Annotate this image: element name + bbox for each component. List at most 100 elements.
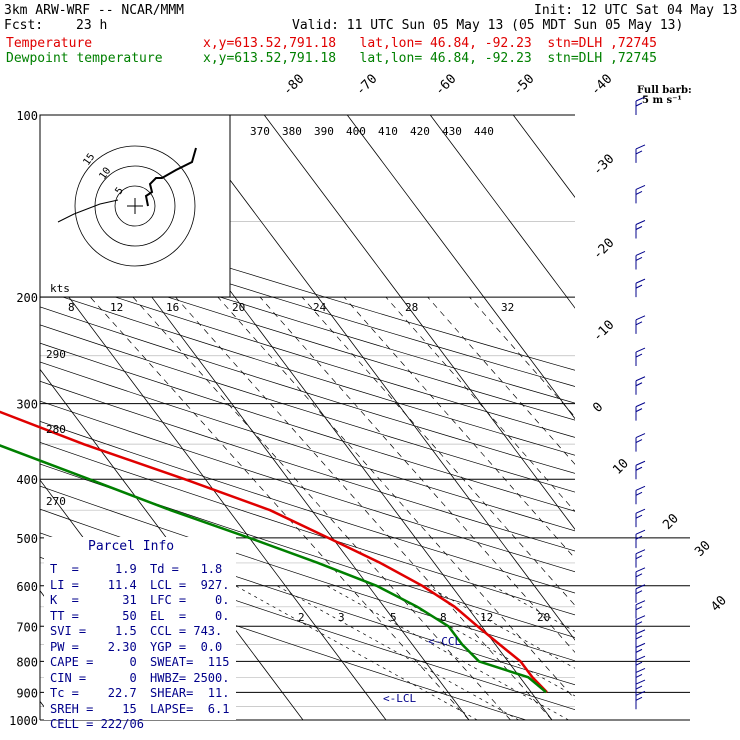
background-lines	[40, 115, 575, 720]
mixing-ratio-line	[235, 585, 478, 720]
pressure-tick-label: 1000	[9, 714, 38, 728]
dry-adiabat-line	[40, 441, 575, 616]
hodograph-ring	[114, 185, 156, 227]
parcel-info-row-right: SHEAR= 11.	[150, 686, 230, 700]
dry-adiabat-line	[40, 463, 575, 638]
dewpoint-profile	[0, 444, 548, 694]
wind-barb-flag	[635, 508, 646, 514]
theta-label: 270	[46, 495, 66, 508]
parcel-info-panel	[44, 537, 236, 720]
parcel-info-title: Parcel Info	[88, 539, 175, 554]
wind-barb-flag	[635, 284, 643, 289]
wind-barb-flag	[635, 549, 646, 555]
dry-adiabat-line	[40, 289, 575, 456]
forecast-label: Fcst:	[4, 18, 44, 33]
moist-adiabat-line	[427, 296, 575, 465]
parcel-info-row-right: EL = 0.	[150, 608, 230, 623]
isotherm-line	[263, 115, 575, 530]
wind-barb-flag	[635, 690, 646, 696]
mixing-ratio-label: 32	[501, 301, 514, 314]
parcel-info-row-left: SREH = 15	[50, 701, 137, 716]
parcel-info-row-right: SWEAT= 115	[150, 655, 230, 669]
wind-barb-flag	[635, 433, 646, 439]
pressure-tick-label: 700	[16, 620, 38, 634]
mixing-ratio-label: 8	[440, 611, 447, 624]
theta-e-label: 390	[314, 125, 334, 138]
wind-barb-flag	[635, 535, 643, 540]
valid-time: Valid: 11 UTC Sun 05 May 13 (05 MDT Sun …	[292, 18, 684, 33]
init-time: Init: 12 UTC Sat 04 May 13	[534, 3, 738, 18]
isotherm-label: 30	[692, 538, 714, 560]
parcel-info-row-right: LFC = 0.	[150, 593, 230, 607]
theta-label: 290	[46, 348, 66, 361]
mixing-ratio-label: 3	[338, 611, 345, 624]
pressure-tick-label: 400	[16, 473, 38, 487]
mixing-ratio-label: 12	[110, 301, 123, 314]
pressure-tick-label: 300	[16, 398, 38, 412]
wind-barb-flag	[635, 567, 646, 573]
pressure-tick-label: 500	[16, 532, 38, 546]
wind-barb-flag	[635, 661, 643, 666]
hodograph-motion-line	[57, 199, 119, 223]
hodograph-trace	[144, 147, 197, 207]
wind-barb-flag	[635, 667, 646, 673]
isotherm-line	[346, 115, 575, 420]
dewpoint-legend: Dewpoint temperature	[6, 51, 163, 66]
wind-barb-flag	[635, 621, 643, 626]
wind-barb-flag	[635, 96, 646, 102]
mixing-ratio-label: 5	[390, 611, 397, 624]
moist-adiabat-line	[469, 296, 575, 418]
temperature-legend: Temperature	[6, 36, 93, 51]
wind-barb-flag	[635, 485, 646, 491]
theta-e-label: 440	[474, 125, 494, 138]
moist-adiabat-line	[301, 296, 575, 606]
wind-barb-flag	[635, 673, 643, 678]
wind-barb-flag	[635, 648, 643, 653]
theta-e-label: 420	[410, 125, 430, 138]
moist-adiabat-line	[175, 296, 553, 720]
moist-adiabat-line	[259, 296, 575, 653]
pressure-tick-label: 800	[16, 655, 38, 669]
moist-adiabat-line	[132, 296, 511, 720]
theta-e-label: 380	[282, 125, 302, 138]
dry-adiabat-line	[40, 306, 575, 474]
wind-barb-flag	[635, 696, 643, 701]
dry-adiabat-line	[40, 400, 575, 573]
wind-barb-flag	[635, 150, 643, 155]
wind-barb-flag	[635, 250, 646, 256]
theta-e-label: 400	[346, 125, 366, 138]
wind-barb-flag	[635, 347, 646, 353]
parcel-info-row-left: T = 1.9	[50, 562, 137, 576]
hodograph-ring-label: 5	[113, 185, 125, 196]
hodograph-ring	[74, 145, 196, 267]
wind-barb-flag	[635, 315, 646, 321]
forecast-hour: 23 h	[76, 18, 108, 33]
theta-e-label: 430	[442, 125, 462, 138]
wind-barb-flag	[635, 402, 646, 408]
moist-adiabat-line	[90, 296, 470, 720]
wind-barb-flag	[635, 642, 646, 648]
mixing-ratio-label: 20	[232, 301, 245, 314]
dry-adiabat-line	[40, 485, 575, 662]
parcel-info-row-right: LAPSE= 6.1	[150, 701, 230, 716]
wind-barb-flag	[635, 278, 646, 284]
theta-e-label: 410	[378, 125, 398, 138]
pressure-tick-label: 900	[16, 686, 38, 700]
wind-barb-flag	[635, 685, 643, 690]
dry-adiabat-line	[40, 421, 575, 594]
isotherm-label: -70	[353, 72, 380, 99]
hodograph-unit: kts	[50, 282, 70, 295]
isotherm-label: -50	[510, 72, 537, 99]
parcel-info-row-right: CCL = 743.	[150, 624, 223, 638]
wind-barb-flag	[635, 491, 643, 496]
dry-adiabat-line	[40, 255, 575, 421]
parcel-info-row-left: K = 31	[50, 593, 137, 607]
theta-e-label: 370	[250, 125, 270, 138]
isotherm-label: 40	[708, 593, 730, 615]
pressure-tick-label: 100	[16, 109, 38, 123]
wind-barb-flag	[635, 555, 643, 560]
temperature-profile	[0, 410, 548, 694]
wind-barb-flag	[635, 256, 643, 261]
